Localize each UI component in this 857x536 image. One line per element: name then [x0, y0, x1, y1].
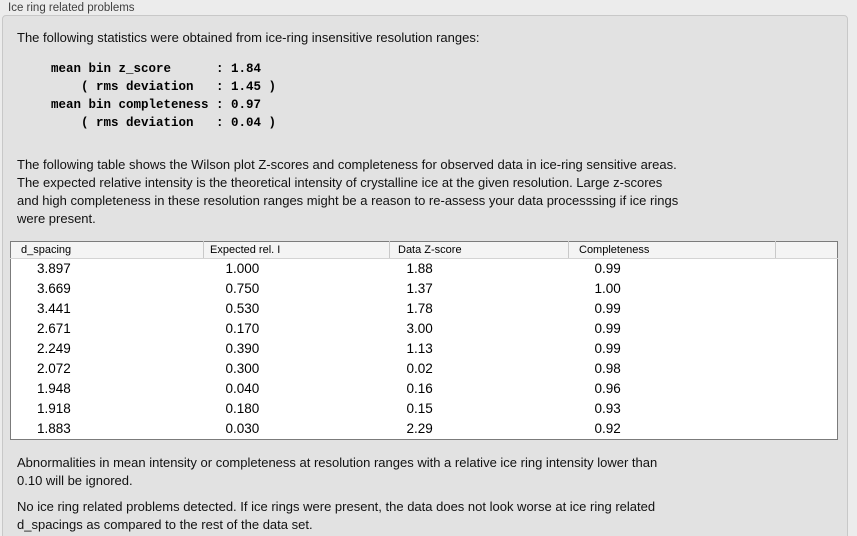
table-cell: 2.249	[37, 341, 71, 356]
table-cell: 3.441	[37, 301, 71, 316]
table-row[interactable]: 1.948 0.040 0.16 0.96	[11, 379, 838, 399]
table-row[interactable]: 3.669 0.750 1.37 1.00	[11, 279, 838, 299]
table-cell: 1.948	[37, 381, 71, 396]
table-cell-empty	[776, 319, 838, 339]
table-row[interactable]: 2.249 0.390 1.13 0.99	[11, 339, 838, 359]
table-cell-empty	[776, 279, 838, 299]
table-cell: 0.92	[594, 421, 621, 436]
table-row[interactable]: 1.918 0.180 0.15 0.93	[11, 399, 838, 419]
table-cell: 0.99	[594, 321, 621, 336]
table-cell: 1.00	[594, 281, 621, 296]
table-row[interactable]: 1.883 0.030 2.29 0.92	[11, 419, 838, 440]
table-description: The following table shows the Wilson plo…	[17, 157, 679, 226]
table-cell: 0.030	[225, 421, 260, 436]
ignore-note-text: Abnormalities in mean intensity or compl…	[17, 455, 658, 488]
table-cell: 0.98	[594, 361, 621, 376]
table-cell: 0.15	[406, 401, 433, 416]
table-cell: 1.883	[37, 421, 71, 436]
column-header-empty	[775, 241, 838, 259]
ice-table-body: 3.897 1.000 1.88 0.99 3.669 0.750 1.37 1.00 3.44…	[11, 259, 838, 440]
table-cell: 0.99	[594, 301, 621, 316]
table-cell: 0.300	[225, 361, 260, 376]
table-cell: 1.88	[406, 261, 433, 276]
table-cell: 0.02	[406, 361, 433, 376]
table-row[interactable]: 2.072 0.300 0.02 0.98	[11, 359, 838, 379]
table-cell: 1.918	[37, 401, 71, 416]
column-header-d-spacing[interactable]: d_spacing	[10, 241, 204, 259]
table-cell: 1.000	[225, 261, 260, 276]
table-cell: 0.390	[225, 341, 260, 356]
table-cell: 0.530	[225, 301, 260, 316]
table-cell: 1.78	[406, 301, 433, 316]
column-header-data-z-score[interactable]: Data Z-score	[389, 241, 569, 259]
table-cell: 3.00	[406, 321, 433, 336]
table-cell-empty	[776, 379, 838, 399]
ice-ring-groupbox: The following statistics were obtained f…	[2, 15, 848, 536]
column-header-completeness[interactable]: Completeness	[568, 241, 776, 259]
table-cell-empty	[776, 299, 838, 319]
table-cell-empty	[776, 259, 838, 280]
table-cell: 0.99	[594, 341, 621, 356]
conclusion-text: No ice ring related problems detected. I…	[17, 499, 656, 532]
table-cell-empty	[776, 339, 838, 359]
table-cell: 2.072	[37, 361, 71, 376]
table-cell: 0.96	[594, 381, 621, 396]
table-cell: 2.671	[37, 321, 71, 336]
table-cell: 0.99	[594, 261, 621, 276]
table-cell: 1.37	[406, 281, 433, 296]
table-cell: 2.29	[406, 421, 433, 436]
table-row[interactable]: 2.671 0.170 3.00 0.99	[11, 319, 838, 339]
table-cell: 0.750	[225, 281, 260, 296]
table-cell: 0.040	[225, 381, 260, 396]
table-cell: 0.93	[594, 401, 621, 416]
table-cell: 3.897	[37, 261, 71, 276]
table-header-row: d_spacing Expected rel. I Data Z-score Comp…	[10, 241, 838, 259]
stats-block: mean bin z_score : 1.84 ( rms deviation …	[51, 62, 277, 130]
table-cell: 0.170	[225, 321, 260, 336]
table-cell: 0.16	[406, 381, 433, 396]
panel-title: Ice ring related problems	[8, 2, 135, 14]
table-cell: 0.180	[225, 401, 260, 416]
table-cell-empty	[776, 419, 838, 440]
column-header-expected-rel-i[interactable]: Expected rel. I	[203, 241, 390, 259]
table-cell-empty	[776, 359, 838, 379]
table-cell: 3.669	[37, 281, 71, 296]
table-row[interactable]: 3.897 1.000 1.88 0.99	[11, 259, 838, 280]
table-row[interactable]: 3.441 0.530 1.78 0.99	[11, 299, 838, 319]
table-cell-empty	[776, 399, 838, 419]
ice-ring-table: d_spacing Expected rel. I Data Z-score Comp…	[10, 241, 838, 440]
stats-intro-text: The following statistics were obtained f…	[17, 30, 480, 45]
table-cell: 1.13	[406, 341, 433, 356]
